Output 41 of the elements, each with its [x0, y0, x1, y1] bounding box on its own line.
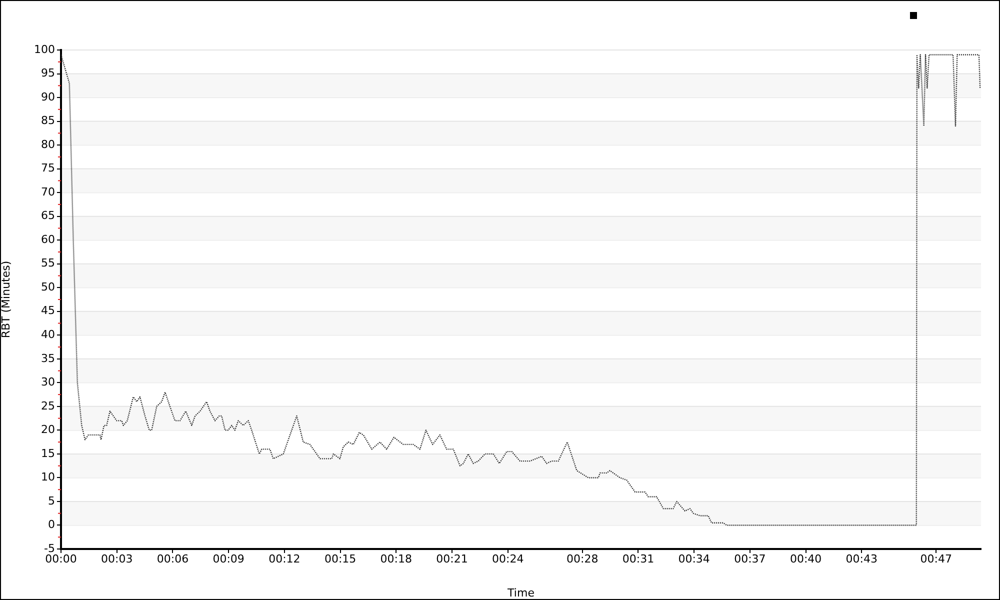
y-tick-label: 100	[34, 42, 55, 56]
y-tick-label: 10	[41, 470, 55, 484]
y-tick-label: 50	[41, 280, 55, 294]
x-tick-label: 00:15	[324, 552, 356, 566]
x-tick-label: 00:37	[734, 552, 766, 566]
y-tick-label: 25	[41, 399, 55, 412]
y-tick-label: 5	[48, 494, 55, 508]
x-tick-label: 00:24	[492, 552, 524, 566]
y-tick-label: 55	[41, 256, 55, 270]
x-tick-label: 00:09	[212, 552, 244, 566]
y-tick-label: 35	[41, 352, 55, 365]
y-tick-label: 0	[48, 518, 55, 532]
y-tick-label: -5	[44, 542, 55, 555]
x-tick-label: 00:43	[846, 552, 878, 566]
y-tick-label: 60	[41, 232, 55, 246]
x-tick-label: 00:03	[101, 552, 133, 566]
y-tick-label: 30	[41, 376, 55, 389]
y-tick-label: 85	[41, 114, 55, 128]
x-tick-label: 00:18	[380, 552, 412, 566]
x-tick-label: 00:31	[622, 552, 654, 566]
x-tick-label: 00:00	[45, 552, 77, 566]
x-tick-label: 00:21	[436, 552, 468, 566]
x-tick-label: 00:40	[790, 552, 822, 566]
x-tick-label: 00:06	[156, 552, 189, 566]
y-tick-label: 95	[41, 66, 55, 80]
y-tick-label: 45	[41, 304, 55, 318]
y-tick-label: 40	[41, 328, 55, 341]
x-tick-label: 00:47	[920, 552, 952, 566]
x-tick-label: 00:12	[268, 552, 300, 566]
x-tick-label: 00:34	[678, 552, 710, 566]
x-tick-label: 00:28	[566, 552, 598, 566]
y-tick-label: 75	[41, 162, 55, 175]
y-tick-label: 90	[41, 90, 55, 104]
y-tick-label: 80	[41, 138, 55, 151]
y-axis-title: RBT (Minutes)	[0, 260, 12, 338]
y-tick-label: 70	[41, 185, 55, 198]
x-axis-title: Time	[506, 586, 535, 600]
y-tick-label: 65	[41, 209, 55, 222]
line-series	[61, 54, 981, 526]
y-tick-label: 15	[41, 446, 55, 460]
y-tick-label: 20	[41, 423, 55, 436]
